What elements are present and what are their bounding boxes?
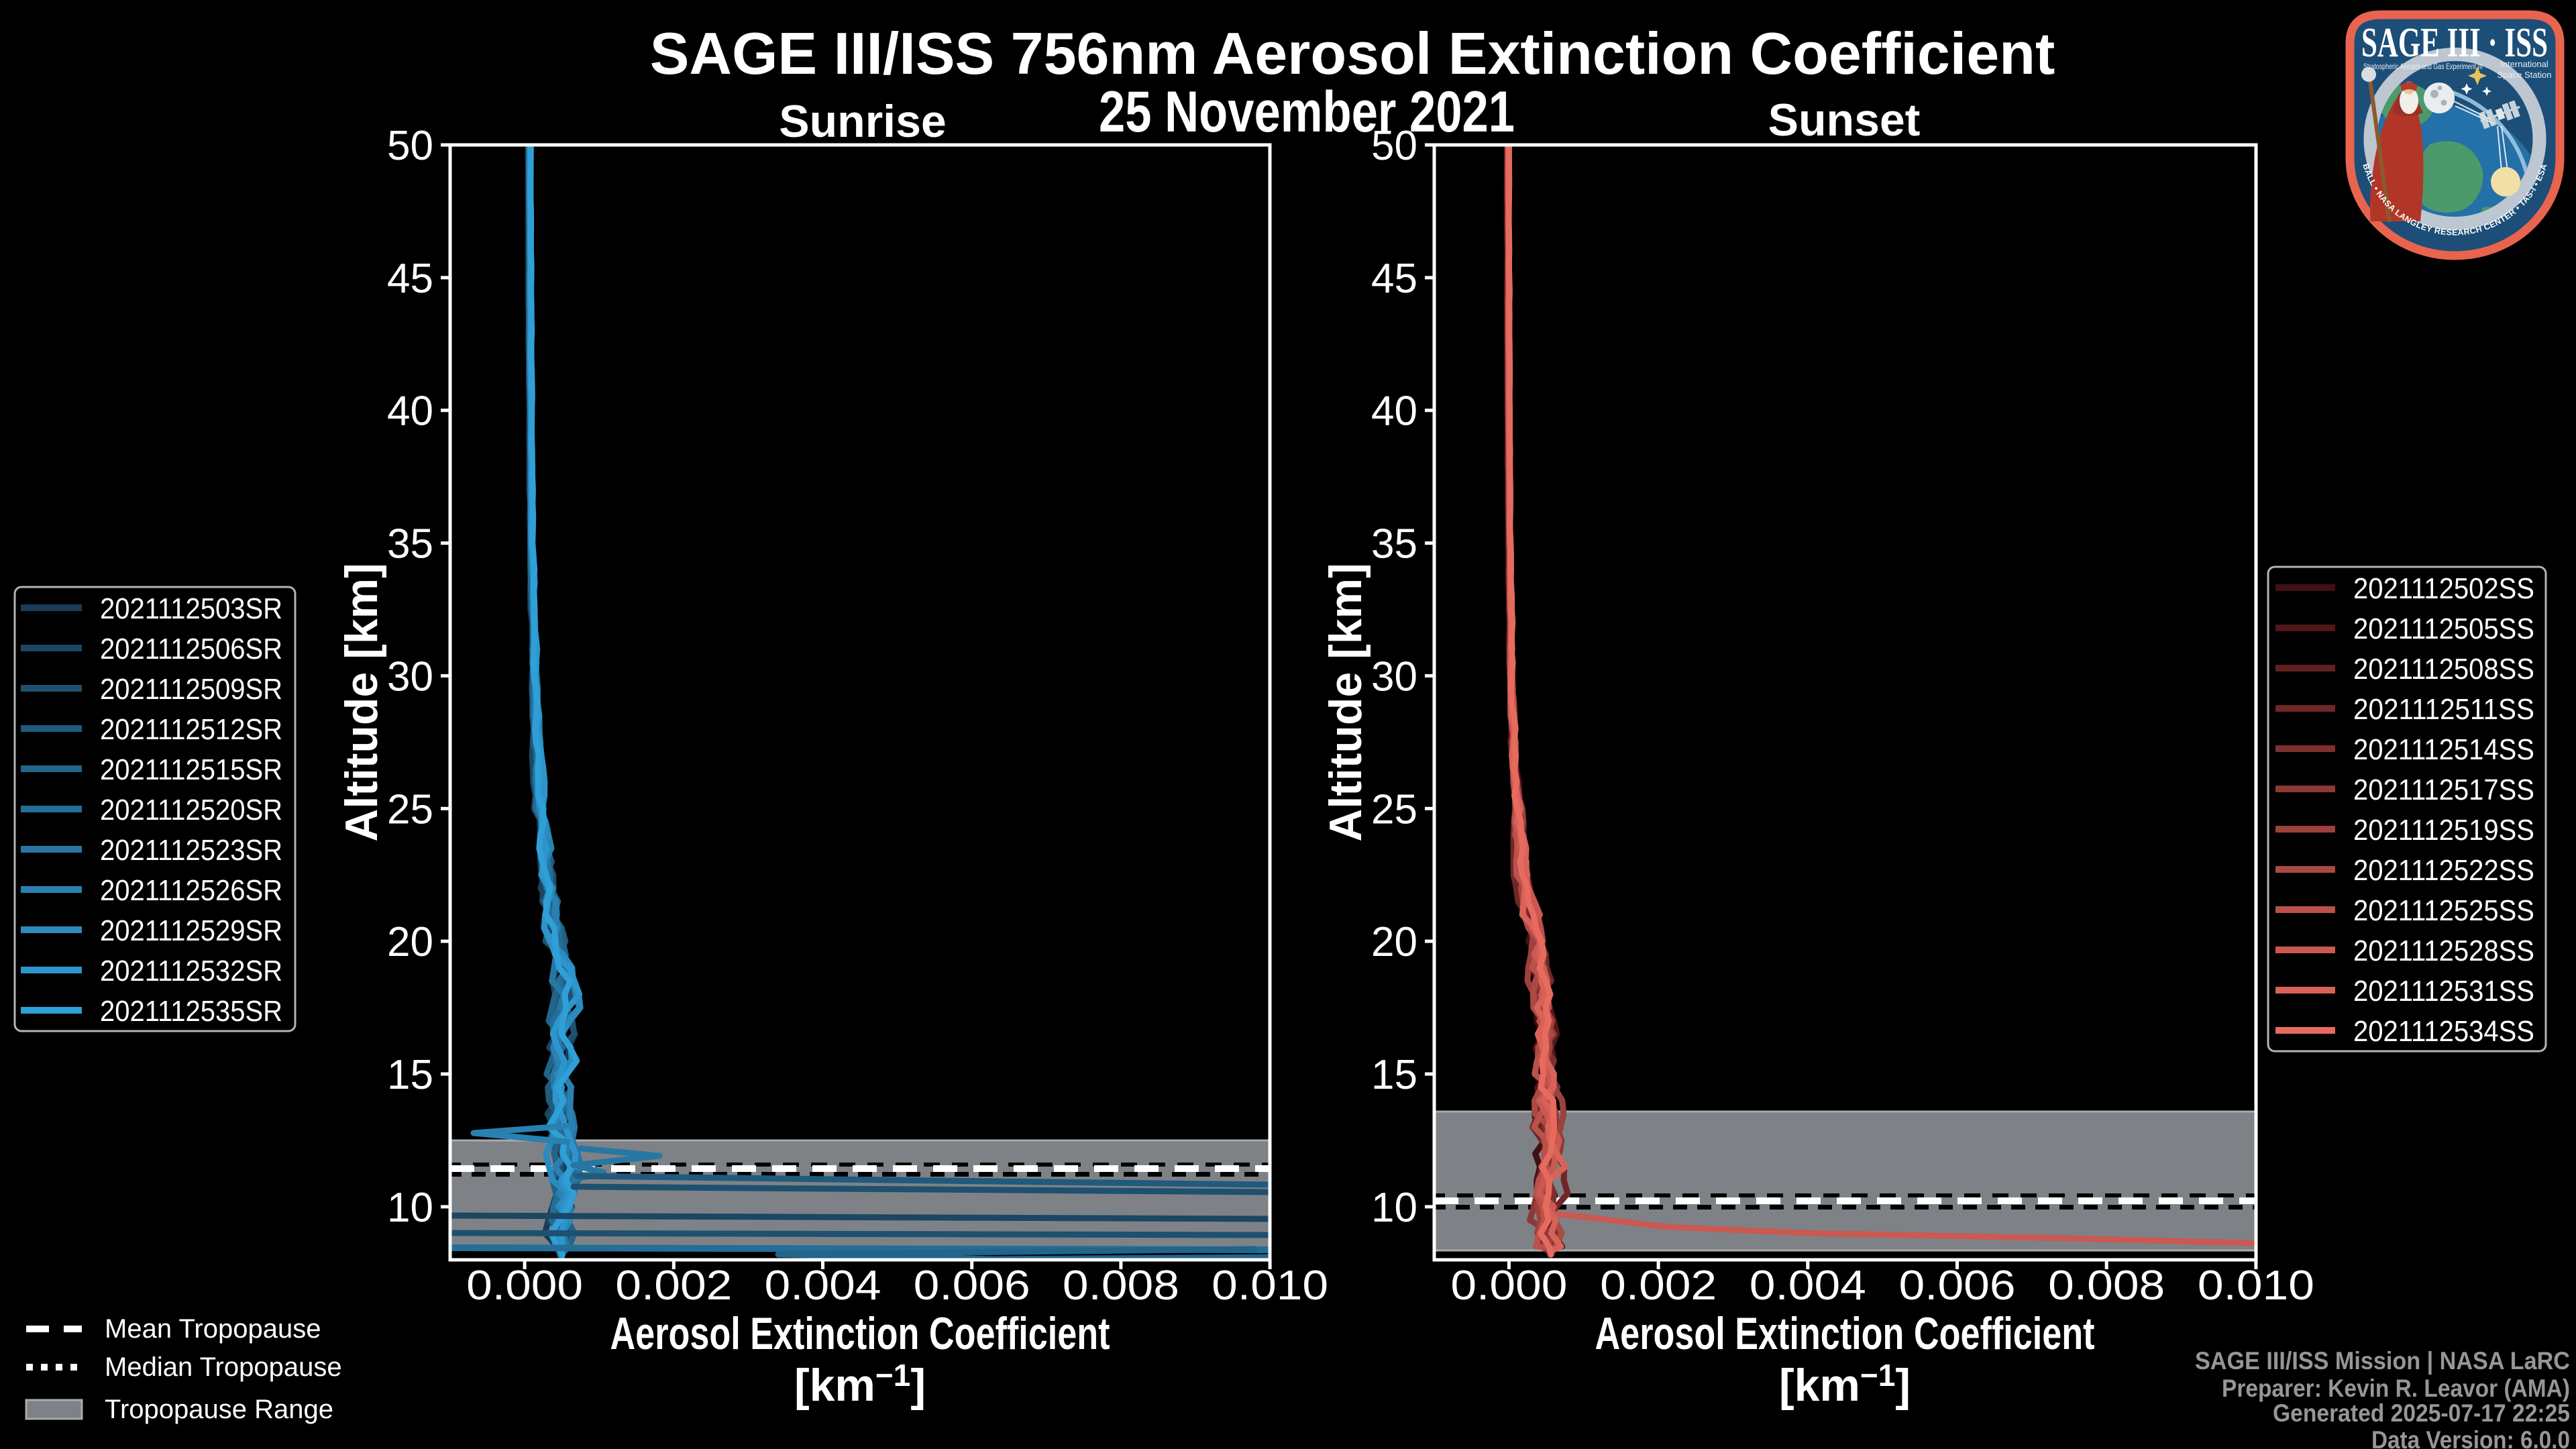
svg-text:Aerosol Extinction Coefficient: Aerosol Extinction Coefficient [1595,1308,2095,1359]
svg-text:25 November 2021: 25 November 2021 [1099,80,1515,144]
svg-text:20: 20 [1371,919,1417,965]
svg-text:0.006: 0.006 [914,1263,1030,1309]
svg-text:2021112535SR: 2021112535SR [100,995,282,1028]
svg-text:0.004: 0.004 [765,1263,881,1309]
svg-text:50: 50 [1371,123,1417,169]
svg-text:International: International [2500,59,2548,69]
svg-text:2021112523SR: 2021112523SR [100,834,282,867]
svg-text:2021112532SR: 2021112532SR [100,955,282,987]
svg-text:0.008: 0.008 [2048,1263,2165,1309]
svg-text:0.006: 0.006 [1899,1263,2016,1309]
svg-text:25: 25 [387,786,433,833]
svg-text:2021112511SS: 2021112511SS [2353,693,2534,726]
svg-text:2021112526SR: 2021112526SR [100,874,282,907]
svg-text:40: 40 [1371,388,1417,435]
svg-text:2021112502SS: 2021112502SS [2353,572,2534,605]
svg-text:2021112531SS: 2021112531SS [2353,975,2534,1008]
svg-text:2021112515SR: 2021112515SR [100,753,282,786]
svg-text:30: 30 [387,653,433,700]
svg-text:Space Station: Space Station [2498,70,2552,80]
svg-text:15: 15 [387,1052,433,1098]
svg-text:30: 30 [1371,653,1417,700]
svg-text:2021112503SR: 2021112503SR [100,592,282,625]
svg-text:2021112534SS: 2021112534SS [2353,1015,2534,1048]
svg-text:Aerosol Extinction Coefficient: Aerosol Extinction Coefficient [610,1308,1110,1359]
svg-text:Median Tropopause: Median Tropopause [105,1352,342,1382]
svg-text:10: 10 [387,1185,433,1231]
svg-text:35: 35 [1371,521,1417,568]
svg-text:45: 45 [1371,256,1417,302]
svg-text:50: 50 [387,123,433,169]
svg-text:Sunrise: Sunrise [779,96,946,147]
svg-text:25: 25 [1371,786,1417,833]
svg-text:2021112505SS: 2021112505SS [2353,612,2534,645]
svg-text:Sunset: Sunset [1768,95,1921,146]
svg-text:2021112528SS: 2021112528SS [2353,934,2534,967]
svg-text:0.008: 0.008 [1063,1263,1179,1309]
svg-text:20: 20 [387,919,433,965]
svg-text:Generated 2025-07-17 22:25: Generated 2025-07-17 22:25 [2273,1399,2570,1427]
svg-text:Stratospheric Aerosol and Gas: Stratospheric Aerosol and Gas Experiment… [2363,62,2483,71]
svg-text:2021112519SS: 2021112519SS [2353,814,2534,847]
svg-text:2021112522SS: 2021112522SS [2353,854,2534,887]
svg-text:SAGE III · ISS: SAGE III · ISS [2361,20,2548,66]
svg-text:Data Version: 6.0.0: Data Version: 6.0.0 [2371,1426,2570,1449]
svg-text:0.010: 0.010 [1212,1263,1328,1309]
svg-text:40: 40 [387,388,433,435]
svg-text:0.000: 0.000 [1450,1263,1567,1309]
svg-text:2021112517SS: 2021112517SS [2353,773,2534,806]
svg-text:2021112525SS: 2021112525SS [2353,894,2534,927]
svg-text:0.002: 0.002 [1600,1263,1717,1309]
svg-text:2021112520SR: 2021112520SR [100,794,282,826]
svg-text:Mean Tropopause: Mean Tropopause [105,1314,321,1344]
svg-text:Altitude [km]: Altitude [km] [336,563,387,842]
svg-text:2021112529SR: 2021112529SR [100,914,282,947]
svg-text:0.004: 0.004 [1750,1263,1866,1309]
svg-text:0.000: 0.000 [466,1263,583,1309]
svg-text:2021112509SR: 2021112509SR [100,673,282,706]
svg-text:0.002: 0.002 [615,1263,732,1309]
svg-text:45: 45 [387,256,433,302]
svg-text:2021112508SS: 2021112508SS [2353,653,2534,686]
svg-text:15: 15 [1371,1052,1417,1098]
svg-text:Preparer: Kevin R. Leavor (AMA: Preparer: Kevin R. Leavor (AMA) [2222,1375,2570,1402]
svg-text:0.010: 0.010 [2198,1263,2314,1309]
svg-text:SAGE III/ISS 756nm Aerosol Ext: SAGE III/ISS 756nm Aerosol Extinction Co… [650,20,2055,87]
svg-text:SAGE III/ISS Mission | NASA La: SAGE III/ISS Mission | NASA LaRC [2195,1347,2570,1375]
svg-text:Altitude [km]: Altitude [km] [1320,563,1371,842]
svg-text:10: 10 [1371,1185,1417,1231]
svg-text:2021112512SR: 2021112512SR [100,713,282,746]
svg-text:35: 35 [387,521,433,568]
svg-text:Tropopause Range: Tropopause Range [105,1395,333,1424]
svg-text:2021112514SS: 2021112514SS [2353,733,2534,766]
svg-text:2021112506SR: 2021112506SR [100,633,282,665]
